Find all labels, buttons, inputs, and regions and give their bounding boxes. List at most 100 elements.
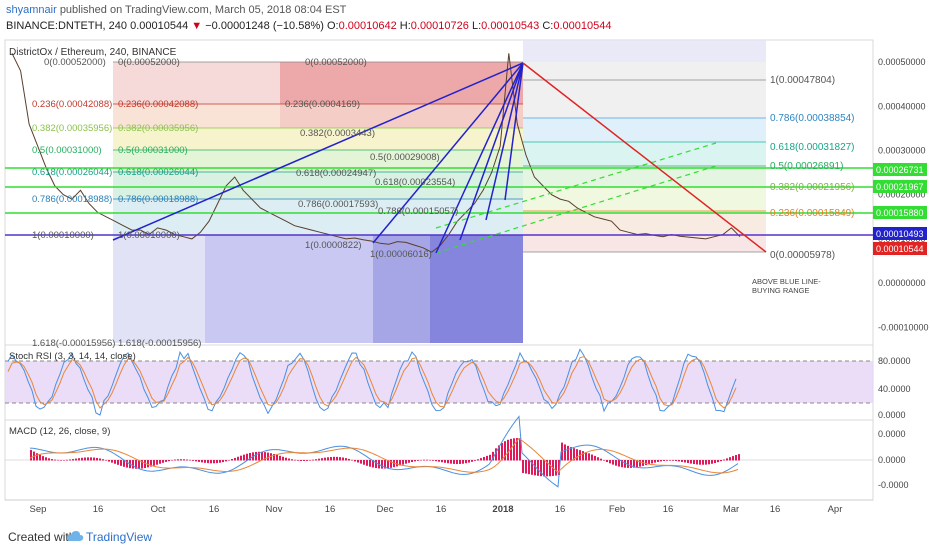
- time-axis-tick: Dec: [377, 504, 394, 515]
- macd-bar: [423, 459, 425, 461]
- macd-bar: [285, 457, 287, 461]
- fib-right-label: 0.382(0.00021956): [770, 182, 855, 193]
- macd-bar: [399, 460, 401, 466]
- macd-bar: [228, 459, 230, 461]
- time-axis-tick: 16: [770, 504, 781, 515]
- macd-bar: [72, 459, 74, 461]
- macd-bar: [204, 460, 206, 463]
- macd-bar: [699, 460, 701, 465]
- macd-bar: [333, 456, 335, 461]
- price-tag-value: 0.00010544: [876, 244, 924, 254]
- tradingview-link[interactable]: TradingView: [86, 530, 153, 544]
- macd-bar: [495, 448, 497, 461]
- macd-bar: [117, 460, 119, 465]
- fib-left-label: 0.236(0.00042088): [32, 99, 112, 110]
- price-axis-tick: 0.00030000: [878, 146, 926, 156]
- rsi-k-line: [7, 348, 737, 416]
- time-axis-tick: 16: [325, 504, 336, 515]
- macd-bar: [573, 448, 575, 461]
- macd-bar: [729, 457, 731, 461]
- macd-bar: [114, 460, 116, 464]
- macd-bar: [585, 452, 587, 461]
- macd-bar: [342, 457, 344, 461]
- macd-bar: [666, 460, 668, 461]
- macd-bar: [174, 459, 176, 461]
- macd-bar: [462, 460, 464, 464]
- macd-bar: [288, 458, 290, 461]
- macd-bar: [483, 456, 485, 461]
- price-change: −0.00001248 (−10.58%): [205, 20, 324, 32]
- macd-bar: [654, 460, 656, 463]
- tradingview-cloud-icon: [66, 531, 84, 541]
- macd-bar: [621, 460, 623, 468]
- chart-canvas[interactable]: DistrictOx / Ethereum, 240, BINANCE 0(0.…: [0, 0, 932, 522]
- macd-bar: [81, 457, 83, 461]
- macd-bar: [498, 445, 500, 461]
- price-axis-tick: 0.00040000: [878, 101, 926, 111]
- macd-bar: [249, 452, 251, 461]
- macd-bar: [546, 460, 548, 477]
- publish-line: shyamnair published on TradingView.com, …: [6, 4, 346, 16]
- low-value: 0.00010543: [481, 20, 540, 32]
- macd-bar: [54, 459, 56, 461]
- macd-bar: [489, 454, 491, 461]
- macd-bar: [600, 458, 602, 461]
- macd-bar: [78, 458, 80, 461]
- macd-bar: [651, 460, 653, 464]
- fib-left-label: 0(0.00052000): [44, 57, 106, 68]
- macd-bar: [672, 460, 674, 461]
- rsi-axis: 80.0000 40.0000 0.0000: [878, 356, 911, 420]
- time-axis-tick: 16: [436, 504, 447, 515]
- macd-bar: [486, 455, 488, 461]
- time-axis-tick: Sep: [30, 504, 47, 515]
- macd-bar: [93, 457, 95, 461]
- macd-bar: [738, 454, 740, 461]
- macd-bar: [339, 457, 341, 461]
- macd-bar: [570, 447, 572, 461]
- rsi-title: Stoch RSI (3, 3, 14, 14, close): [9, 351, 136, 362]
- price-axis-tick: 0.00020000: [878, 190, 926, 200]
- time-axis[interactable]: Sep 16 Oct 16 Nov 16 Dec 16 2018 16 Feb 16 Mar 16 Apr: [30, 504, 843, 515]
- fib-mid-label: 1(0.00006016): [370, 249, 432, 260]
- price-series-line: [11, 53, 741, 253]
- macd-bar: [177, 459, 179, 461]
- macd-bar: [198, 460, 200, 462]
- macd-bar: [216, 460, 218, 464]
- macd-bar: [669, 460, 671, 461]
- macd-bar: [510, 438, 512, 461]
- macd-bar: [576, 449, 578, 461]
- main-chart-title: DistrictOx / Ethereum, 240, BINANCE: [9, 47, 177, 58]
- macd-bar: [723, 459, 725, 461]
- fib-left-label-dup: 0.236(0.00042088): [118, 99, 198, 110]
- macd-bar: [165, 460, 167, 462]
- symbol-name: BINANCE:DNTETH, 240: [6, 20, 128, 32]
- macd-bar: [150, 460, 152, 467]
- macd-bar: [336, 456, 338, 461]
- fib-left-label-dup: 0.5(0.00031000): [118, 145, 188, 156]
- macd-bar: [609, 460, 611, 464]
- macd-bar: [687, 460, 689, 464]
- macd-bar: [543, 460, 545, 477]
- macd-bar: [657, 460, 659, 462]
- macd-bar: [474, 460, 476, 461]
- fib-left-label-dup: 1.618(-0.00015956): [118, 338, 201, 349]
- macd-bar: [48, 458, 50, 461]
- macd-bar: [555, 460, 557, 476]
- author-link[interactable]: shyamnair: [6, 4, 57, 16]
- price-axis-tick: 0.00000000: [878, 278, 926, 288]
- macd-bar: [237, 456, 239, 461]
- macd-bar: [534, 460, 536, 476]
- rsi-axis-tick: 80.0000: [878, 356, 911, 366]
- macd-bar: [312, 459, 314, 461]
- macd-axis: 0.0000 0.0000 -0.0000: [878, 429, 909, 490]
- macd-bar: [453, 460, 455, 464]
- macd-bar: [426, 459, 428, 461]
- macd-bar: [420, 459, 422, 461]
- macd-bar: [180, 459, 182, 461]
- price-axis[interactable]: 0.00050000 0.00040000 0.00030000 0.00020000…: [878, 57, 929, 332]
- macd-bar: [408, 460, 410, 463]
- created-with-label: Created with: [8, 530, 76, 544]
- high-value: 0.00010726: [410, 20, 469, 32]
- macd-bar: [702, 460, 704, 465]
- macd-bar: [96, 457, 98, 461]
